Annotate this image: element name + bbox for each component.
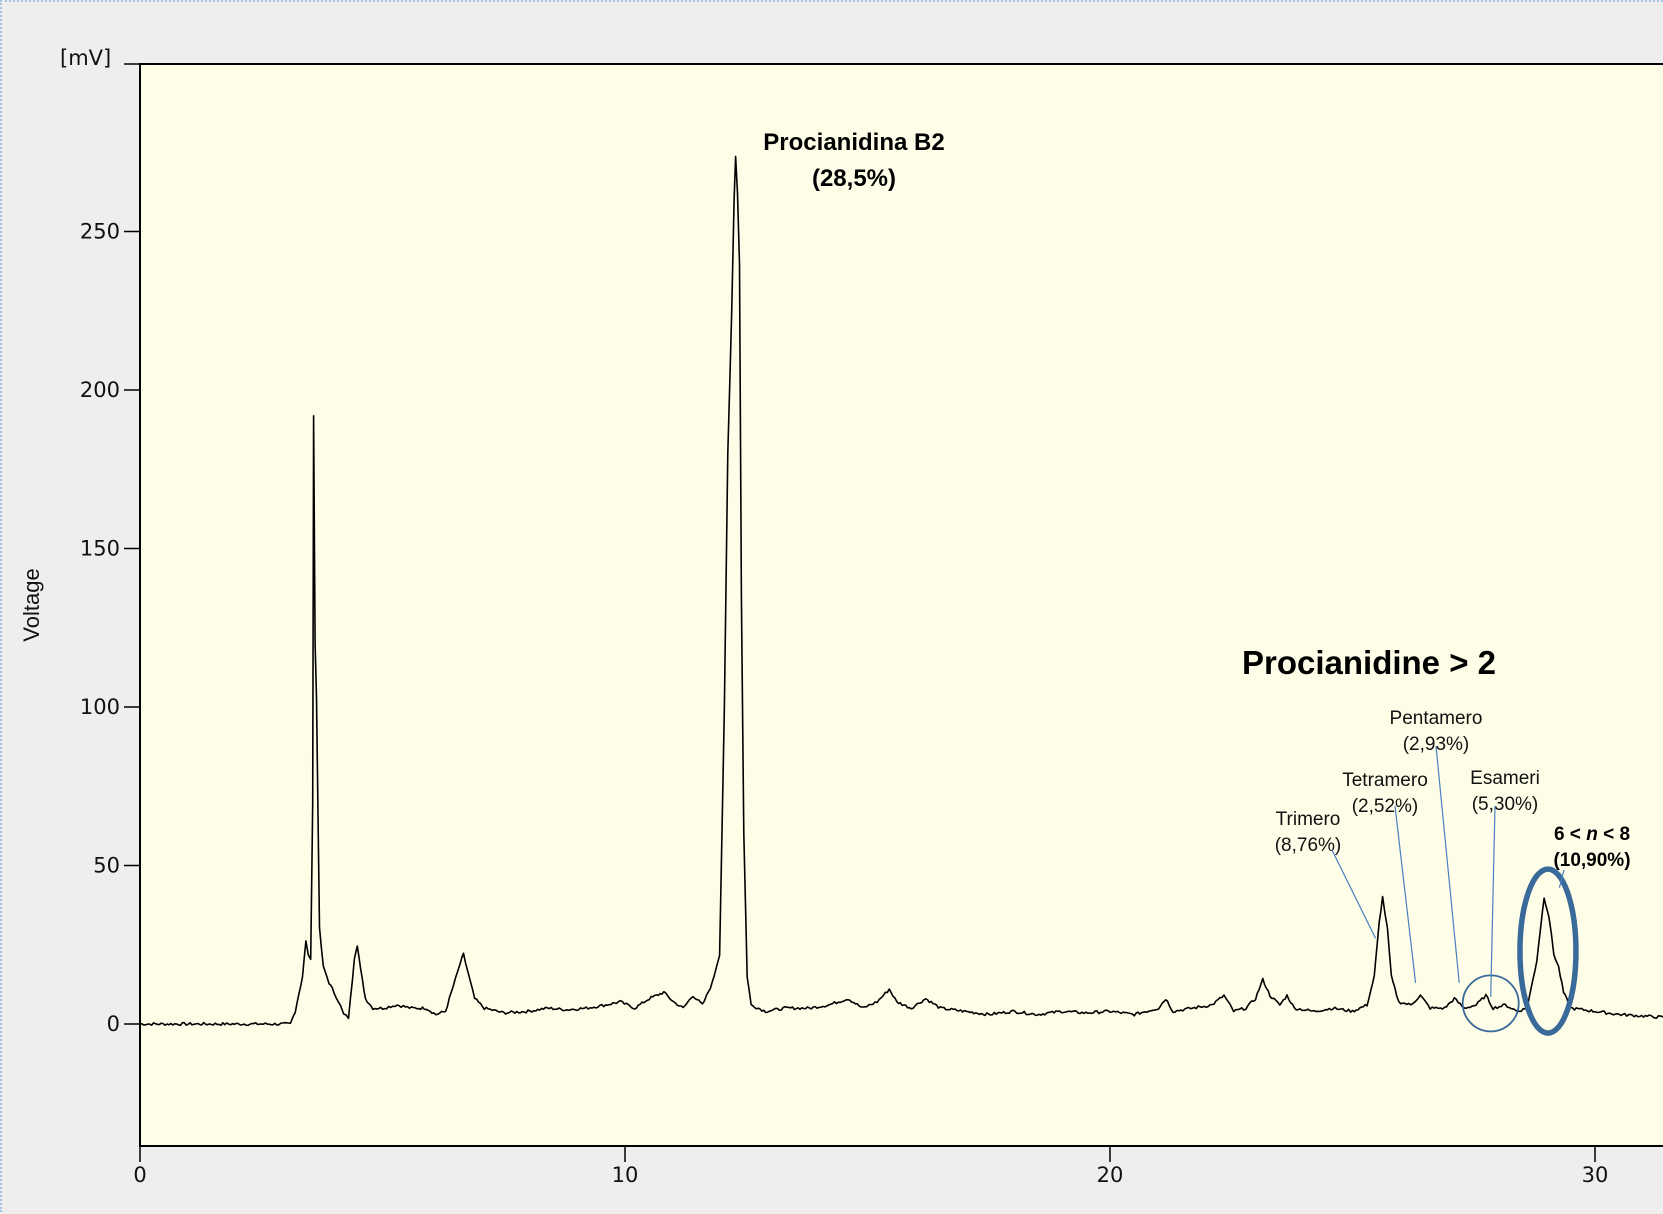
y-tick-label-50: 50	[93, 854, 120, 878]
procianidina-b2-label-line-0: Procianidina B2	[763, 129, 944, 156]
y-axis: 0 50 100 150 200 250	[80, 63, 140, 1036]
oligomer-label-line-1: (10,90%)	[1553, 850, 1630, 871]
pentamero-leader	[1435, 745, 1460, 983]
tetramero-label-line-1: (2,52%)	[1352, 796, 1419, 817]
esameri-label-line-0: Esameri	[1470, 768, 1540, 789]
trimero-label-line-0: Trimero	[1276, 809, 1341, 830]
oligomer-leader	[1558, 869, 1565, 888]
esameri-label-line-1: (5,30%)	[1472, 794, 1539, 815]
procianidina-b2-label-line-1: (28,5%)	[812, 165, 896, 192]
series-line	[139, 155, 1663, 1027]
oligomer-highlight-ellipse	[1517, 866, 1579, 1036]
esameri-leader	[1490, 805, 1496, 997]
plot-area	[139, 63, 1663, 1147]
y-tick-label-250: 250	[80, 220, 120, 244]
y-axis-title: Voltage	[19, 568, 44, 641]
oligomer-label-line-0: 6 < n < 8	[1554, 824, 1630, 845]
y-unit-label: [mV]	[60, 46, 111, 70]
y-tick-label-100: 100	[80, 695, 120, 719]
x-tick-label-20: 20	[1097, 1163, 1124, 1187]
x-tick-label-30: 30	[1582, 1163, 1609, 1187]
x-tick-label-0: 0	[133, 1163, 146, 1187]
procianidine-gt2-label-line-0: Procianidine > 2	[1242, 644, 1496, 681]
y-tick-label-0: 0	[107, 1012, 120, 1036]
y-tick-label-200: 200	[80, 378, 120, 402]
x-tick-label-10: 10	[612, 1163, 639, 1187]
pentamero-label-line-1: (2,93%)	[1403, 734, 1470, 755]
tetramero-leader	[1394, 805, 1417, 983]
y-tick-label-150: 150	[80, 537, 120, 561]
trimero-label-line-1: (8,76%)	[1275, 835, 1342, 856]
pentamero-label-line-0: Pentamero	[1390, 708, 1483, 729]
peak-annotations: Procianidina B2 (28,5%) Procianidine > 2 Tr…	[763, 129, 1631, 997]
x-axis: 0 10 20 30	[133, 1146, 1608, 1187]
tetramero-label-line-0: Tetramero	[1342, 770, 1428, 791]
trimero-leader	[1331, 849, 1377, 939]
